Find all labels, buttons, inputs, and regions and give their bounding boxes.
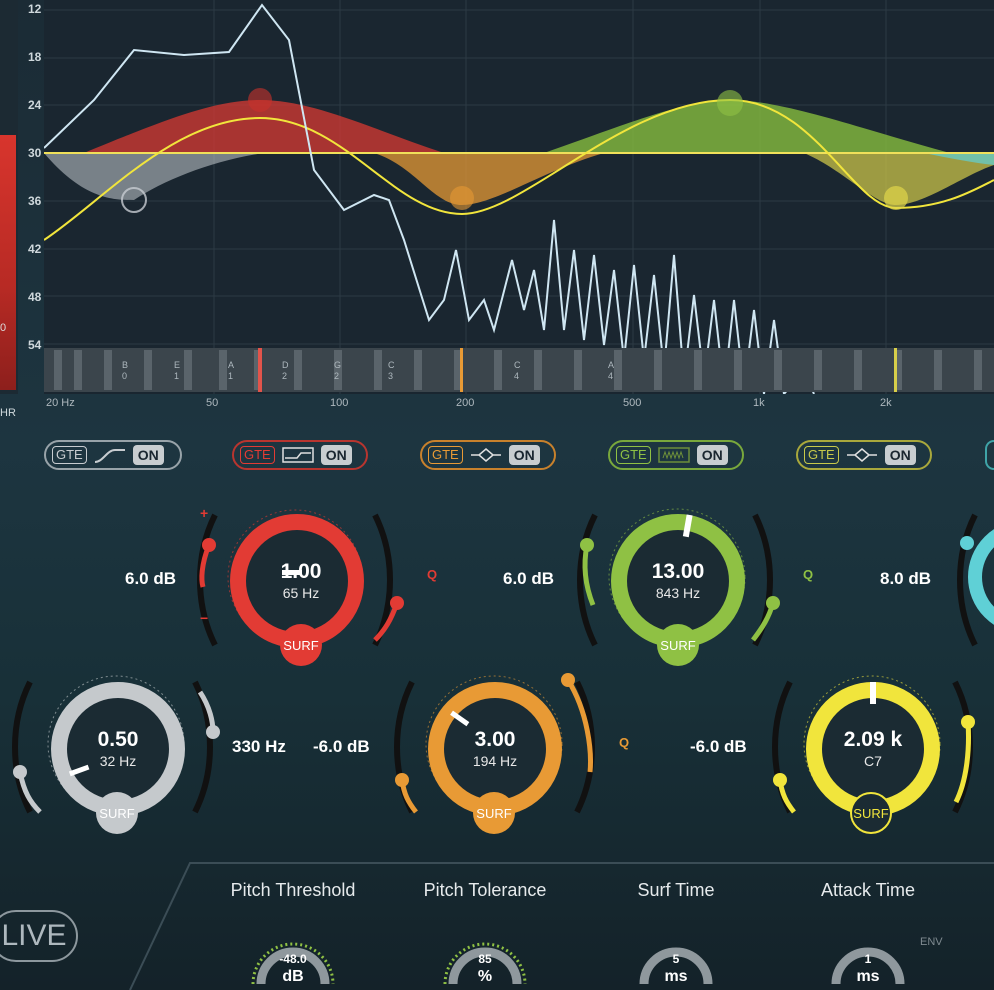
param-label: Surf Time <box>637 880 715 900</box>
green-knob-frequency: 843 Hz <box>655 585 701 601</box>
band2-on-toggle[interactable]: ON <box>320 445 352 465</box>
plus-icon: + <box>200 505 209 521</box>
x-label: 1k <box>753 397 765 409</box>
live-button[interactable]: LIVE <box>0 910 78 962</box>
y-label: 36 <box>28 194 42 208</box>
orange-knob-value: 3.00 <box>474 728 516 751</box>
attack-time-value: 1 <box>864 952 872 966</box>
meter-value: 0 <box>0 322 7 334</box>
pitch-tolerance-knob[interactable] <box>435 914 535 990</box>
bell-shape-icon <box>846 448 877 462</box>
y-label: 12 <box>28 2 42 16</box>
orange-surf-button[interactable]: SURF <box>473 792 515 834</box>
highpass-shape-icon <box>94 449 125 463</box>
red-knob-frequency: 65 Hz <box>282 585 320 601</box>
x-label: 50 <box>206 397 219 409</box>
param-label: Pitch Tolerance <box>423 880 547 900</box>
surf-time-unit: ms <box>664 968 688 985</box>
pitch-threshold-unit: dB <box>282 968 304 985</box>
surf-time-knob[interactable] <box>626 914 726 990</box>
y-label: 18 <box>28 50 42 64</box>
y-label: 42 <box>28 242 42 256</box>
eq-graph-canvas <box>44 0 994 394</box>
y-label: 48 <box>28 290 42 304</box>
minus-icon: − <box>200 610 209 626</box>
yellow-knob-value: 2.09 k <box>843 728 903 751</box>
param-label: Attack Time <box>820 880 916 900</box>
x-label: 20 Hz <box>46 397 75 409</box>
env-label: ENV <box>920 936 943 948</box>
band3-gte-button[interactable]: GTE <box>428 446 463 464</box>
y-label: 30 <box>28 146 42 160</box>
pitch-tolerance-value: 85 <box>478 952 492 966</box>
x-label: 2k <box>880 397 892 409</box>
cyan-gain-value: 8.0 dB <box>880 569 932 588</box>
band5-chip[interactable]: GTE ON <box>796 440 932 470</box>
pitch-threshold-value: -48.0 <box>279 952 307 966</box>
cyan-band-arcs <box>957 513 994 647</box>
shelf-shape-icon <box>281 447 314 463</box>
meter-fill <box>0 135 16 390</box>
orange-knob-frequency: 194 Hz <box>472 753 518 769</box>
comb-shape-icon <box>657 447 690 463</box>
red-surf-button[interactable]: SURF <box>280 624 322 666</box>
band5-on-toggle[interactable]: ON <box>884 445 916 465</box>
band2-chip[interactable]: GTE ON <box>232 440 368 470</box>
band1-chip[interactable]: GTE ON <box>44 440 182 470</box>
gray-surf-button[interactable]: SURF <box>96 792 138 834</box>
band4-gte-button[interactable]: GTE <box>616 446 651 464</box>
meter-label: HR <box>0 407 16 419</box>
green-q-label: Q <box>803 567 814 582</box>
orange-gain-value: -6.0 dB <box>313 737 370 756</box>
bell-shape-icon <box>470 448 501 462</box>
gray-knob-value: 0.50 <box>97 728 139 751</box>
gray-frequency-value: 330 Hz <box>232 737 286 756</box>
band1-on-toggle[interactable]: ON <box>132 445 164 465</box>
yellow-gain-value: -6.0 dB <box>690 737 747 756</box>
red-q-label: Q <box>427 567 438 582</box>
band2-gte-button[interactable]: GTE <box>240 446 275 464</box>
gray-knob-frequency: 32 Hz <box>99 753 137 769</box>
pitch-tolerance-unit: % <box>477 968 493 985</box>
band3-chip[interactable]: GTE ON <box>420 440 556 470</box>
band4-on-toggle[interactable]: ON <box>696 445 728 465</box>
output-level-meter: 0 <box>0 0 18 394</box>
attack-time-knob[interactable] <box>818 914 918 990</box>
attack-time-unit: ms <box>856 968 880 985</box>
band1-gte-button[interactable]: GTE <box>52 446 87 464</box>
green-knob-value: 13.00 <box>651 560 705 583</box>
y-label: 54 <box>28 338 42 352</box>
band4-chip[interactable]: GTE ON <box>608 440 744 470</box>
green-surf-button[interactable]: SURF <box>657 624 699 666</box>
orange-q-label: Q <box>619 735 630 750</box>
green-gain-value: 6.0 dB <box>503 569 555 588</box>
band6-chip[interactable] <box>985 440 994 470</box>
band5-gte-button[interactable]: GTE <box>804 446 839 464</box>
yellow-knob-note: C7 <box>864 753 882 769</box>
param-label: Pitch Threshold <box>230 880 356 900</box>
x-label: 200 <box>456 397 475 409</box>
red-gain-value: 6.0 dB <box>125 569 177 588</box>
yellow-surf-button[interactable]: SURF <box>850 792 892 834</box>
red-knob-value: 1.00 <box>280 560 322 583</box>
bottom-panel-frame <box>129 862 994 990</box>
band3-on-toggle[interactable]: ON <box>508 445 540 465</box>
x-label: 500 <box>623 397 642 409</box>
x-label: 100 <box>330 397 349 409</box>
y-label: 24 <box>28 98 42 112</box>
surf-time-value: 5 <box>672 952 680 966</box>
pitch-threshold-knob[interactable] <box>243 914 343 990</box>
